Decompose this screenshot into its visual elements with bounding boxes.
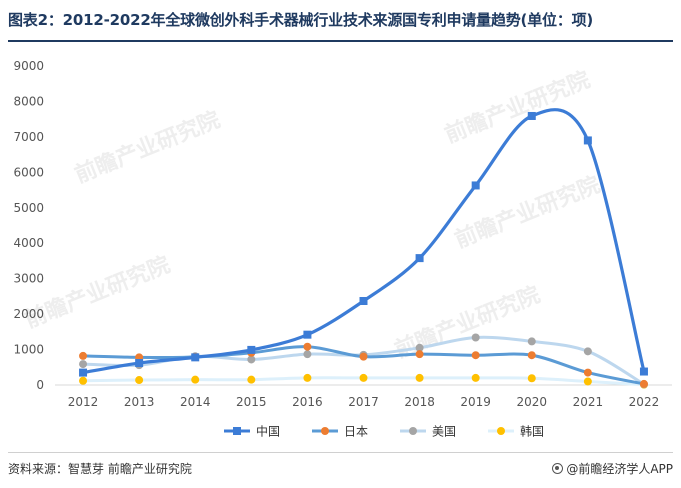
data-point (79, 351, 88, 360)
data-point (415, 373, 424, 382)
data-point (415, 350, 424, 359)
source-note: 资料来源：智慧芽 前瞻产业研究院 (8, 462, 192, 476)
data-point (359, 352, 368, 361)
legend-swatch-marker (497, 427, 505, 435)
data-point (79, 360, 88, 369)
x-tick-label: 2017 (348, 395, 379, 409)
data-point (303, 330, 312, 339)
data-point (639, 367, 648, 376)
legend-label: 美国 (432, 425, 456, 439)
x-tick-label: 2021 (573, 395, 604, 409)
data-point (527, 111, 536, 120)
title-divider (8, 40, 673, 42)
legend-swatch-marker (321, 427, 329, 435)
legend-label: 日本 (344, 425, 368, 439)
legend-item: 韩国 (488, 424, 544, 439)
x-tick-label: 2014 (180, 395, 211, 409)
data-point (527, 337, 536, 346)
y-tick-label: 6000 (13, 165, 44, 179)
data-point (583, 368, 592, 377)
watermark-text: 前瞻产业研究院 (21, 252, 174, 334)
data-point (303, 342, 312, 351)
x-tick-label: 2015 (236, 395, 267, 409)
x-tick-label: 2016 (292, 395, 323, 409)
data-point (471, 333, 480, 342)
data-point (79, 368, 88, 377)
data-point (471, 373, 480, 382)
y-tick-label: 8000 (13, 94, 44, 108)
data-point (583, 377, 592, 386)
series-layer (79, 108, 648, 389)
brand-credit-text: @前瞻经济学人APP (566, 462, 673, 476)
y-tick-label: 0 (36, 378, 44, 392)
y-tick-label: 3000 (13, 272, 44, 286)
watermark-text: 前瞻产业研究院 (391, 282, 544, 364)
legend-item: 美国 (400, 425, 456, 439)
data-point (415, 343, 424, 352)
legend-item: 日本 (312, 425, 368, 439)
data-point (303, 373, 312, 382)
data-point (583, 136, 592, 145)
data-point (247, 375, 256, 384)
data-point (79, 376, 88, 385)
x-tick-label: 2022 (629, 395, 660, 409)
axis-layer: 0 1000 2000 3000 4000 5000 6000 7000 8000 9000 201… (13, 59, 672, 409)
watermark-text: 前瞻产业研究院 (71, 107, 224, 189)
legend-label: 中国 (256, 424, 280, 439)
data-point (359, 373, 368, 382)
data-point (639, 379, 648, 388)
data-point (135, 376, 144, 385)
legend-label: 韩国 (520, 424, 544, 439)
x-tick-label: 2012 (68, 395, 99, 409)
data-point (471, 181, 480, 190)
x-tick-label: 2018 (404, 395, 435, 409)
data-point (191, 353, 200, 362)
data-point (415, 254, 424, 263)
legend-swatch-marker (233, 427, 241, 435)
legend: 中国 日本 美国 韩国 (224, 424, 544, 439)
x-tick-label: 2020 (516, 395, 547, 409)
data-point (359, 296, 368, 305)
chart-title: 图表2：2012-2022年全球微创外科手术器械行业技术来源国专利申请量趋势(单… (8, 11, 594, 29)
data-point (247, 345, 256, 354)
data-point (135, 359, 144, 368)
series-韩国 (79, 373, 648, 389)
y-tick-label: 1000 (13, 343, 44, 357)
data-point (583, 347, 592, 356)
brand-credit: @前瞻经济学人APP (552, 460, 673, 477)
y-tick-label: 7000 (13, 130, 44, 144)
x-tick-label: 2019 (460, 395, 491, 409)
watermark-text: 前瞻产业研究院 (441, 67, 594, 149)
data-point (471, 351, 480, 360)
series-中国 (79, 108, 648, 377)
data-point (527, 351, 536, 360)
x-tick-label: 2013 (124, 395, 155, 409)
y-tick-label: 2000 (13, 307, 44, 321)
legend-swatch-marker (409, 427, 417, 435)
y-tick-label: 4000 (13, 236, 44, 250)
y-tick-label: 5000 (13, 201, 44, 215)
data-point (191, 375, 200, 384)
y-tick-label: 9000 (13, 59, 44, 73)
footer-divider (8, 452, 673, 453)
data-point (247, 355, 256, 364)
legend-item: 中国 (224, 424, 280, 439)
brand-logo-icon (552, 463, 564, 474)
data-point (303, 350, 312, 359)
data-point (527, 374, 536, 383)
